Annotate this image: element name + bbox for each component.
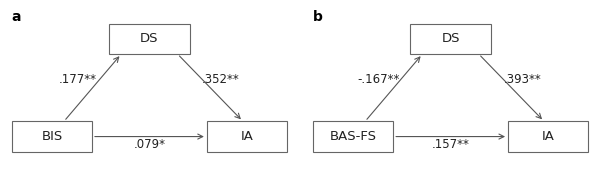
Text: DS: DS bbox=[442, 32, 460, 45]
Bar bbox=[410, 24, 491, 54]
Text: IA: IA bbox=[241, 130, 253, 143]
Text: -.167**: -.167** bbox=[358, 73, 400, 86]
Bar bbox=[207, 121, 287, 152]
Bar bbox=[109, 24, 190, 54]
Text: .157**: .157** bbox=[431, 138, 470, 152]
Text: b: b bbox=[313, 10, 323, 24]
Text: BIS: BIS bbox=[41, 130, 62, 143]
Text: .352**: .352** bbox=[202, 73, 240, 86]
Bar bbox=[508, 121, 588, 152]
Text: DS: DS bbox=[140, 32, 158, 45]
Bar bbox=[313, 121, 393, 152]
Bar bbox=[12, 121, 92, 152]
Text: .177**: .177** bbox=[59, 73, 97, 86]
Text: .393**: .393** bbox=[503, 73, 541, 86]
Text: a: a bbox=[12, 10, 21, 24]
Text: BAS-FS: BAS-FS bbox=[329, 130, 377, 143]
Text: IA: IA bbox=[542, 130, 554, 143]
Text: .079*: .079* bbox=[133, 138, 166, 152]
